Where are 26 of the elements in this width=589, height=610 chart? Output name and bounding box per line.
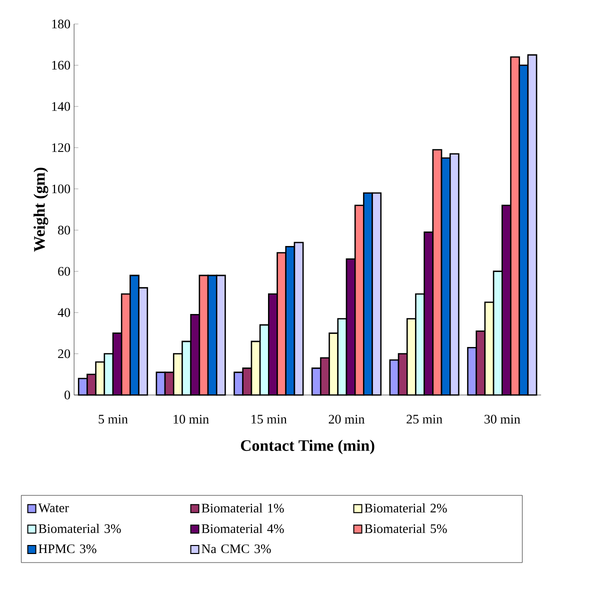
x-tick-label: 15 min [252, 414, 287, 424]
legend-label: Biomaterial 5% [364, 524, 447, 534]
legend-label: Na CMC 3% [202, 544, 271, 554]
y-tick-label: 0 [64, 390, 70, 400]
legend-label: Biomaterial 2% [364, 503, 447, 513]
legend-label: Water [38, 504, 69, 512]
x-axis-title: Contact Time (min) [240, 440, 374, 454]
x-tick-label: 10 min [174, 414, 209, 424]
y-tick-label: 80 [58, 226, 70, 234]
legend-label: Biomaterial 3% [38, 524, 121, 534]
y-tick-label: 60 [58, 266, 70, 276]
legend-label: HPMC 3% [38, 544, 96, 554]
legend-label: Biomaterial 4% [202, 524, 284, 534]
y-tick-label: 40 [58, 308, 70, 317]
y-axis-title: Weight (gm) [34, 168, 48, 252]
x-tick-label: 30 min [484, 414, 520, 424]
y-tick-label: 120 [52, 143, 70, 152]
x-tick-label: 20 min [328, 414, 365, 424]
y-tick-label: 160 [52, 60, 70, 70]
legend-label: Biomaterial 1% [202, 503, 284, 513]
y-tick-label: 100 [52, 184, 70, 194]
x-tick-label: 25 min [406, 414, 442, 424]
y-tick-label: 20 [58, 349, 70, 358]
y-tick-label: 140 [52, 102, 70, 111]
x-tick-label: 5 min [98, 414, 128, 424]
y-tick-label: 180 [52, 20, 70, 28]
